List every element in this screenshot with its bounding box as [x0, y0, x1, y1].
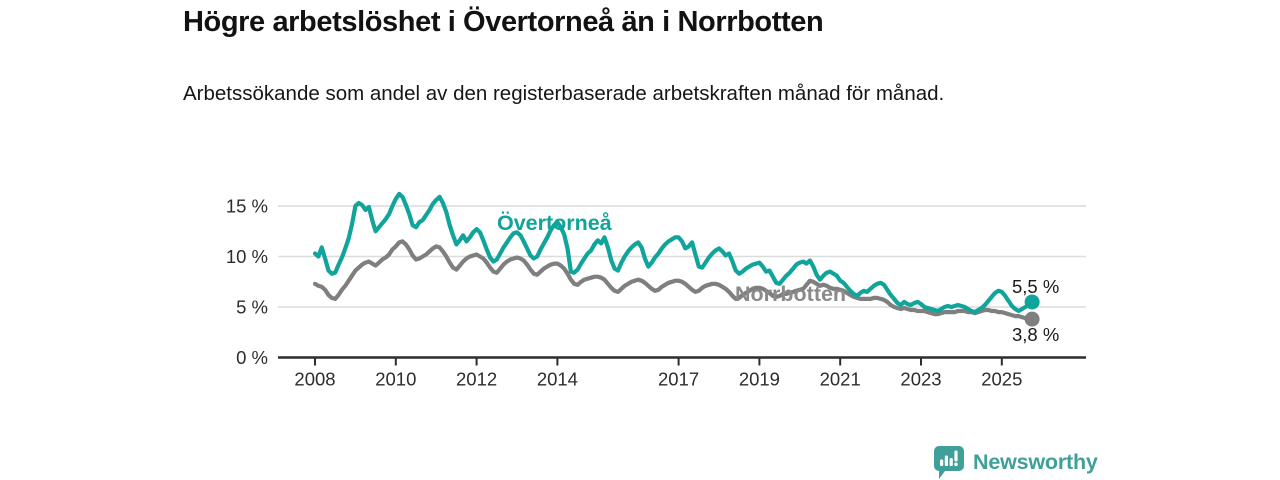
y-tick-label: 10 % — [226, 246, 268, 267]
series-line-övertorneå — [312, 191, 1035, 315]
x-tick-label: 2023 — [900, 369, 941, 390]
y-tick-label: 0 % — [236, 347, 268, 368]
end-value-label-norrbotten: 3,8 % — [1012, 324, 1059, 345]
x-tick-label: 2019 — [739, 369, 780, 390]
y-tick-label: 15 % — [226, 196, 268, 217]
brand-footer: Newsworthy — [933, 444, 1098, 480]
newsworthy-logo-icon — [934, 445, 964, 479]
x-tick-label: 2017 — [658, 369, 699, 390]
end-value-label-övertorneå: 5,5 % — [1012, 276, 1059, 297]
series-line-norrbotten — [312, 239, 1035, 322]
chart-title: Högre arbetslöshet i Övertorneå än i Nor… — [183, 6, 824, 38]
x-tick-label: 2021 — [820, 369, 861, 390]
x-tick-label: 2025 — [981, 369, 1022, 390]
x-tick-label: 2014 — [537, 369, 578, 390]
chart-subtitle: Arbetssökande som andel av den registerb… — [183, 82, 945, 105]
x-tick-label: 2010 — [375, 369, 416, 390]
x-tick-label: 2012 — [456, 369, 497, 390]
series-label-norrbotten: Norrbotten — [735, 282, 846, 306]
series-end-dot-norrbotten — [1024, 311, 1040, 327]
series-end-dot-övertorneå — [1024, 294, 1040, 310]
x-tick-label: 2008 — [294, 369, 335, 390]
brand-name: Newsworthy — [973, 449, 1098, 474]
y-tick-label: 5 % — [236, 297, 268, 318]
series-label-övertorneå: Övertorneå — [497, 210, 613, 235]
